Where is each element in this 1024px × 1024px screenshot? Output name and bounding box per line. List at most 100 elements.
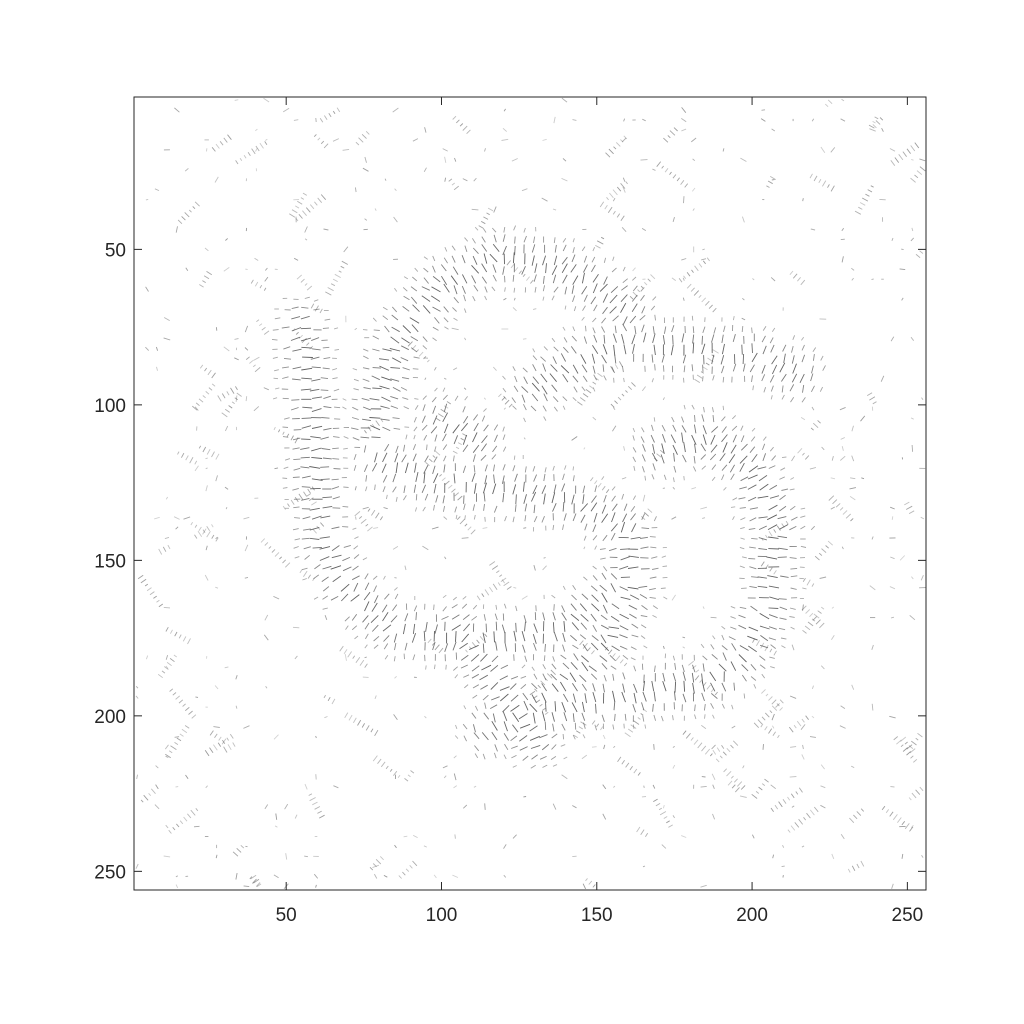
background-arrow (179, 820, 184, 825)
vector-arrow (503, 721, 508, 732)
vector-arrow (413, 605, 418, 612)
vector-arrow (392, 473, 397, 483)
vector-arrow (464, 515, 466, 520)
vector-arrow (769, 596, 780, 601)
vector-arrow (741, 344, 743, 355)
vector-arrow (502, 464, 506, 471)
vector-arrow (340, 593, 349, 602)
background-arrow (676, 177, 680, 182)
vector-arrow (410, 347, 418, 353)
vector-arrow (581, 364, 588, 373)
vector-arrow (701, 343, 706, 355)
background-arrow (851, 684, 855, 690)
vector-arrow (641, 513, 646, 520)
background-arrow (459, 518, 466, 525)
background-arrow (617, 396, 622, 401)
background-arrow (442, 148, 448, 152)
vector-arrow (320, 515, 331, 519)
vector-arrow (639, 314, 646, 321)
vector-arrow (501, 475, 505, 484)
vector-arrow (442, 433, 447, 442)
vector-arrow (739, 645, 749, 651)
vector-arrow (282, 426, 289, 428)
vector-arrow (581, 386, 586, 392)
background-arrow (663, 816, 668, 819)
vector-arrow (532, 376, 540, 384)
vector-arrow (608, 547, 617, 552)
vector-arrow (740, 435, 745, 443)
vector-arrow (291, 327, 302, 332)
vector-arrow (632, 427, 636, 433)
vector-arrow (730, 661, 737, 671)
vector-arrow (531, 666, 535, 671)
vector-arrow (462, 465, 467, 474)
background-arrow (462, 178, 468, 182)
vector-arrow (553, 255, 558, 266)
vector-arrow (789, 384, 795, 392)
background-arrow (303, 570, 308, 577)
vector-arrow (584, 693, 587, 704)
vector-arrow (301, 567, 308, 571)
background-arrow (279, 556, 283, 560)
background-arrow (195, 402, 200, 407)
background-arrow (334, 273, 341, 278)
vector-arrow (331, 545, 340, 552)
vector-arrow (602, 534, 608, 542)
vector-arrow (631, 523, 637, 533)
vector-arrow (482, 643, 485, 653)
background-arrow (581, 754, 588, 760)
vector-arrow (561, 263, 568, 274)
vector-arrow (562, 662, 570, 670)
background-arrow (380, 761, 386, 768)
vector-arrow (524, 655, 528, 662)
background-arrow (282, 431, 285, 435)
background-arrow (698, 294, 702, 299)
vector-arrow (710, 644, 715, 650)
vector-arrow (609, 294, 618, 304)
vector-arrow (650, 434, 655, 443)
vector-arrow (284, 458, 291, 461)
vector-arrow (541, 683, 547, 692)
vector-arrow (382, 348, 392, 352)
background-arrow (301, 337, 307, 344)
background-arrow (690, 737, 694, 741)
background-arrow (213, 744, 218, 751)
background-arrow (712, 813, 716, 820)
background-arrow (898, 154, 904, 161)
vector-arrow (553, 237, 556, 244)
background-arrow (185, 267, 189, 272)
vector-arrow (484, 702, 487, 709)
background-arrow (861, 477, 865, 480)
vector-arrow (789, 616, 795, 618)
background-arrow (254, 367, 261, 373)
background-arrow (797, 447, 803, 454)
vector-arrow (562, 501, 565, 512)
background-arrow (274, 825, 278, 828)
vector-arrow (363, 348, 369, 352)
background-arrow (304, 855, 308, 858)
background-arrow (250, 874, 257, 880)
vector-arrow (389, 347, 401, 352)
background-arrow (587, 647, 591, 651)
background-arrow (521, 595, 528, 600)
background-arrow (741, 317, 746, 321)
background-arrow (331, 698, 336, 705)
vector-arrow (789, 505, 796, 511)
vector-arrow (789, 525, 797, 531)
vector-arrow (571, 285, 575, 294)
background-arrow (672, 815, 675, 819)
vector-arrow (572, 397, 577, 402)
background-arrow (730, 775, 734, 779)
vector-arrow (472, 724, 476, 733)
vector-arrow (758, 475, 768, 482)
background-arrow (885, 809, 890, 814)
vector-arrow (502, 446, 507, 452)
background-arrow (772, 731, 776, 737)
background-arrow (830, 147, 836, 153)
vector-arrow (731, 643, 737, 651)
vector-arrow (611, 267, 617, 273)
vector-arrow (571, 254, 576, 263)
vector-arrow (778, 547, 788, 551)
background-arrow (426, 359, 430, 363)
vector-arrow (683, 680, 686, 692)
